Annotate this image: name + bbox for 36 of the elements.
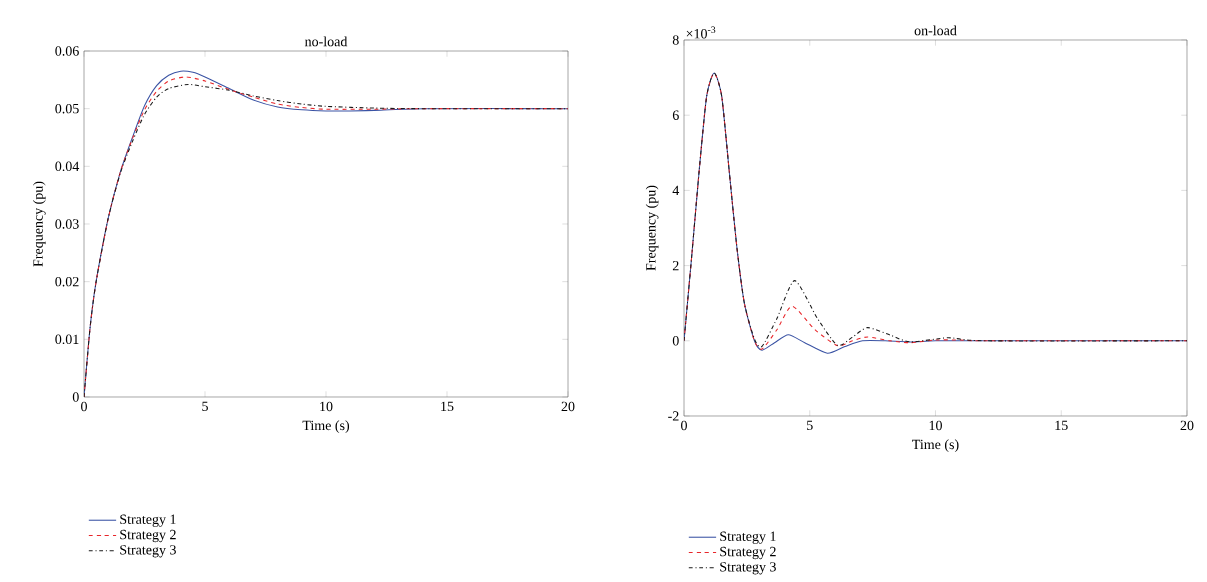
x-tick-label: 20 [561, 401, 575, 412]
y-tick-label: 8 [672, 35, 679, 45]
y-tick-label: 0.03 [55, 219, 79, 229]
x-tick-label: 0 [81, 401, 87, 412]
y-tick-label: 6 [672, 110, 679, 120]
y-tick-label: 0.02 [55, 276, 79, 287]
x-axis-title: Time (s) [912, 439, 959, 452]
y-tick-label: 2 [672, 260, 679, 271]
text: ×10$^{-3}$ [686, 26, 716, 39]
chart-title: on-load [914, 25, 957, 36]
legend-label: Strategy 2 [120, 529, 176, 543]
legend-label: Strategy 1 [120, 514, 176, 527]
y-tick-label: 0.06 [55, 46, 79, 56]
y-axis-title: Frequency (pu) [32, 181, 46, 267]
legend-label: Strategy 3 [720, 562, 776, 575]
legend-label: Strategy 1 [720, 531, 776, 544]
legend-label: Strategy 2 [720, 546, 776, 560]
y-tick-label: 0 [72, 392, 79, 402]
y-tick-label: 0 [672, 336, 679, 346]
y-tick-label: 4 [672, 185, 680, 195]
y-tick-label: 0.01 [55, 334, 79, 345]
x-tick-label: 0 [681, 420, 687, 431]
x-tick-label: 10 [929, 420, 942, 431]
x-tick-label: 5 [807, 420, 813, 431]
legend-label: Strategy 3 [120, 545, 176, 558]
x-tick-label: 20 [1180, 420, 1194, 431]
y-tick-label: 0.05 [55, 103, 79, 114]
chart-title: no-load [304, 36, 348, 47]
x-axis-title: Time (s) [302, 420, 350, 433]
x-tick-label: 5 [202, 401, 208, 412]
y-tick-label: 0.04 [55, 161, 80, 172]
y-tick-label: -2 [668, 411, 679, 421]
y-axis-title: Frequency (pu) [645, 185, 659, 271]
x-tick-label: 10 [320, 401, 333, 412]
x-tick-label: 15 [1055, 420, 1068, 431]
x-tick-label: 15 [441, 401, 454, 412]
